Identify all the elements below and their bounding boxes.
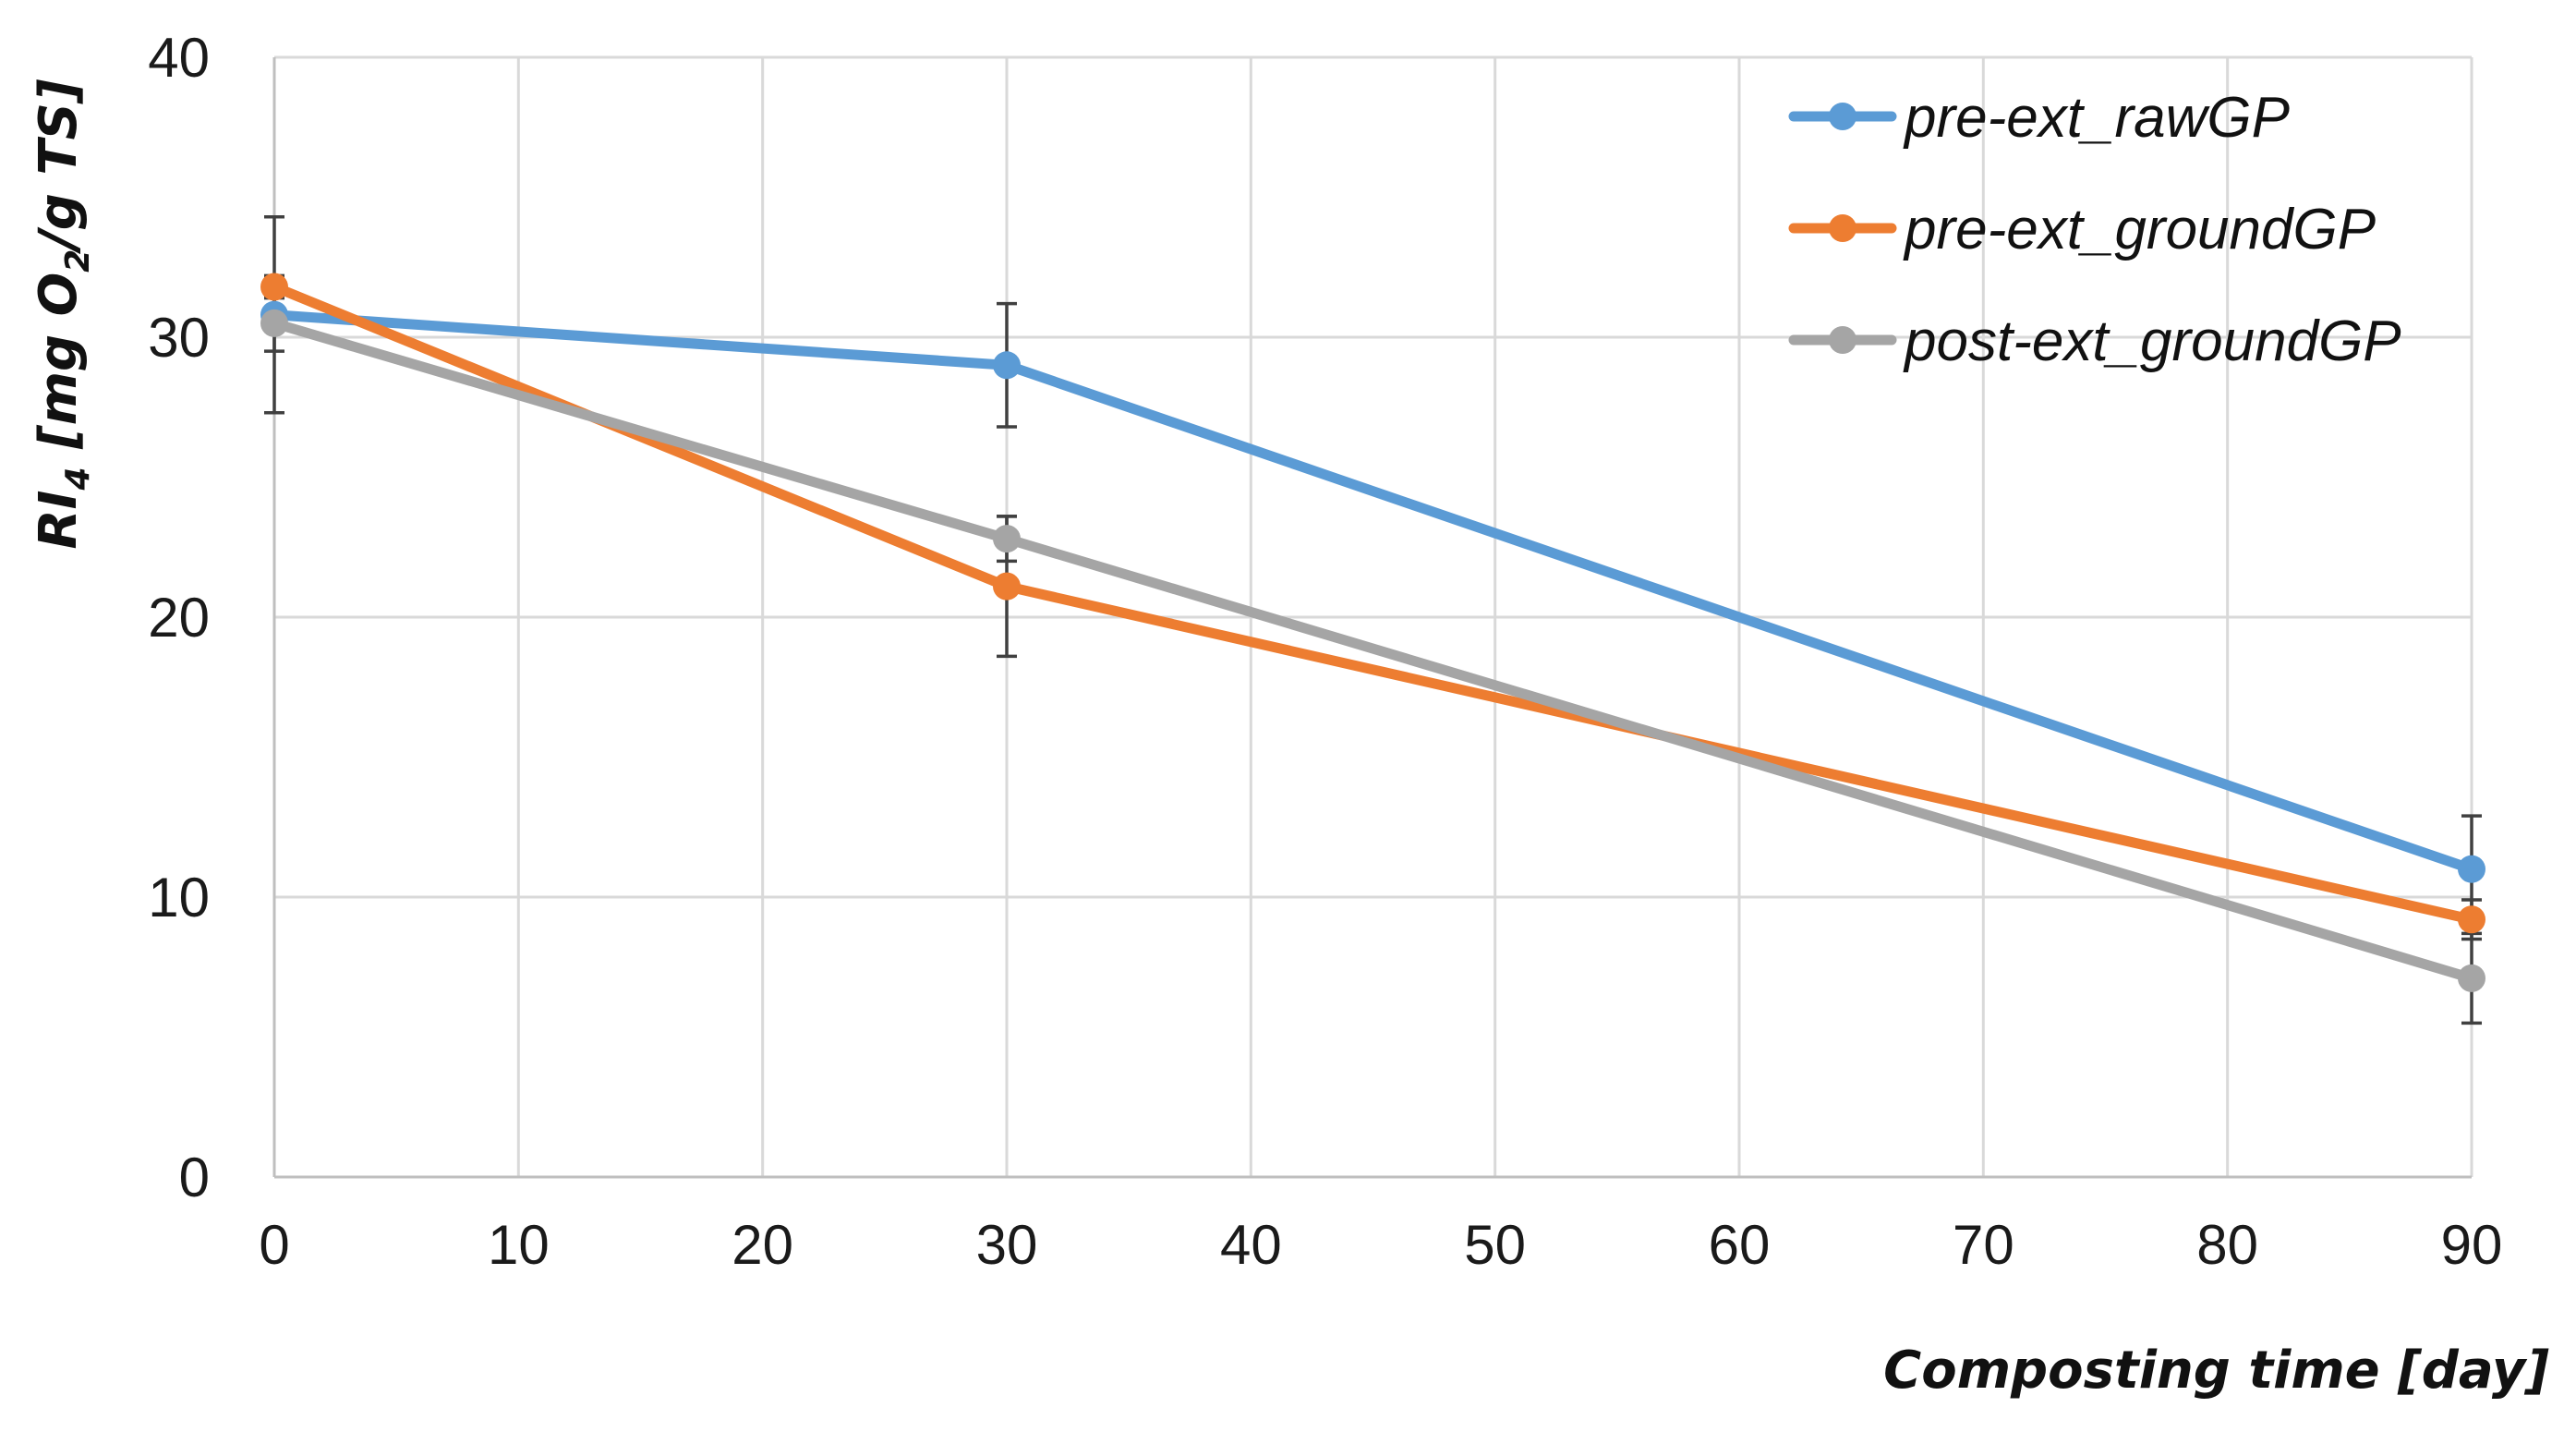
data-point-pre-ext_groundGP-0 [260,273,288,301]
x-tick-label-70: 70 [1953,1214,2014,1276]
x-tick-label-30: 30 [976,1214,1038,1276]
y-tick-label-0: 0 [179,1147,210,1208]
x-tick-label-0: 0 [259,1214,289,1276]
y-tick-label-20: 20 [148,587,210,649]
data-series [260,273,2485,992]
x-tick-label-90: 90 [2441,1214,2503,1276]
y-tick-label-10: 10 [148,867,210,928]
series-line-post-ext_groundGP [269,318,2477,984]
series-line-pre-ext_rawGP [269,309,2477,875]
data-point-post-ext_groundGP-90 [2458,964,2485,992]
legend-label-pre-ext_rawGP: pre-ext_rawGP [1903,86,2290,150]
x-tick-label-40: 40 [1220,1214,1282,1276]
legend-marker-pre-ext_groundGP [1829,214,1856,242]
data-point-pre-ext_rawGP-90 [2458,855,2485,883]
x-tick-label-20: 20 [732,1214,793,1276]
y-tick-label-30: 30 [148,307,210,369]
tick-labels: 0 10 20 30 40 50 60 70 80 90 0 10 20 30 40 [148,27,2502,1276]
x-tick-label-80: 80 [2196,1214,2258,1276]
data-point-post-ext_groundGP-30 [993,525,1021,553]
legend-marker-post-ext_groundGP [1829,326,1856,354]
data-point-pre-ext_groundGP-30 [993,572,1021,601]
y-axis-title-subscript-4: 4 [59,467,97,491]
legend-marker-pre-ext_rawGP [1829,103,1856,130]
legend: pre-ext_rawGP pre-ext_groundGP post-ext_gr… [1788,86,2401,373]
series-line-pre-ext_groundGP [269,281,2477,925]
x-axis-title: Composting time [day] [1883,1341,2549,1401]
data-point-pre-ext_groundGP-90 [2458,905,2485,934]
x-tick-label-10: 10 [488,1214,550,1276]
legend-label-pre-ext_groundGP: pre-ext_groundGP [1903,198,2376,261]
y-axis-title-suffix: /g TS] [29,79,89,255]
x-tick-label-50: 50 [1464,1214,1526,1276]
y-axis-title-prefix: RI [29,490,89,549]
y-axis-title-middle: [mg O [29,273,89,467]
y-axis-title: RI4 [mg O2/g TS] [29,79,97,549]
data-point-pre-ext_rawGP-30 [993,351,1021,380]
y-tick-label-40: 40 [148,27,210,89]
legend-label-post-ext_groundGP: post-ext_groundGP [1903,309,2401,373]
y-axis-title-subscript-2: 2 [59,249,97,273]
x-tick-label-60: 60 [1709,1214,1771,1276]
data-point-post-ext_groundGP-0 [260,309,288,337]
